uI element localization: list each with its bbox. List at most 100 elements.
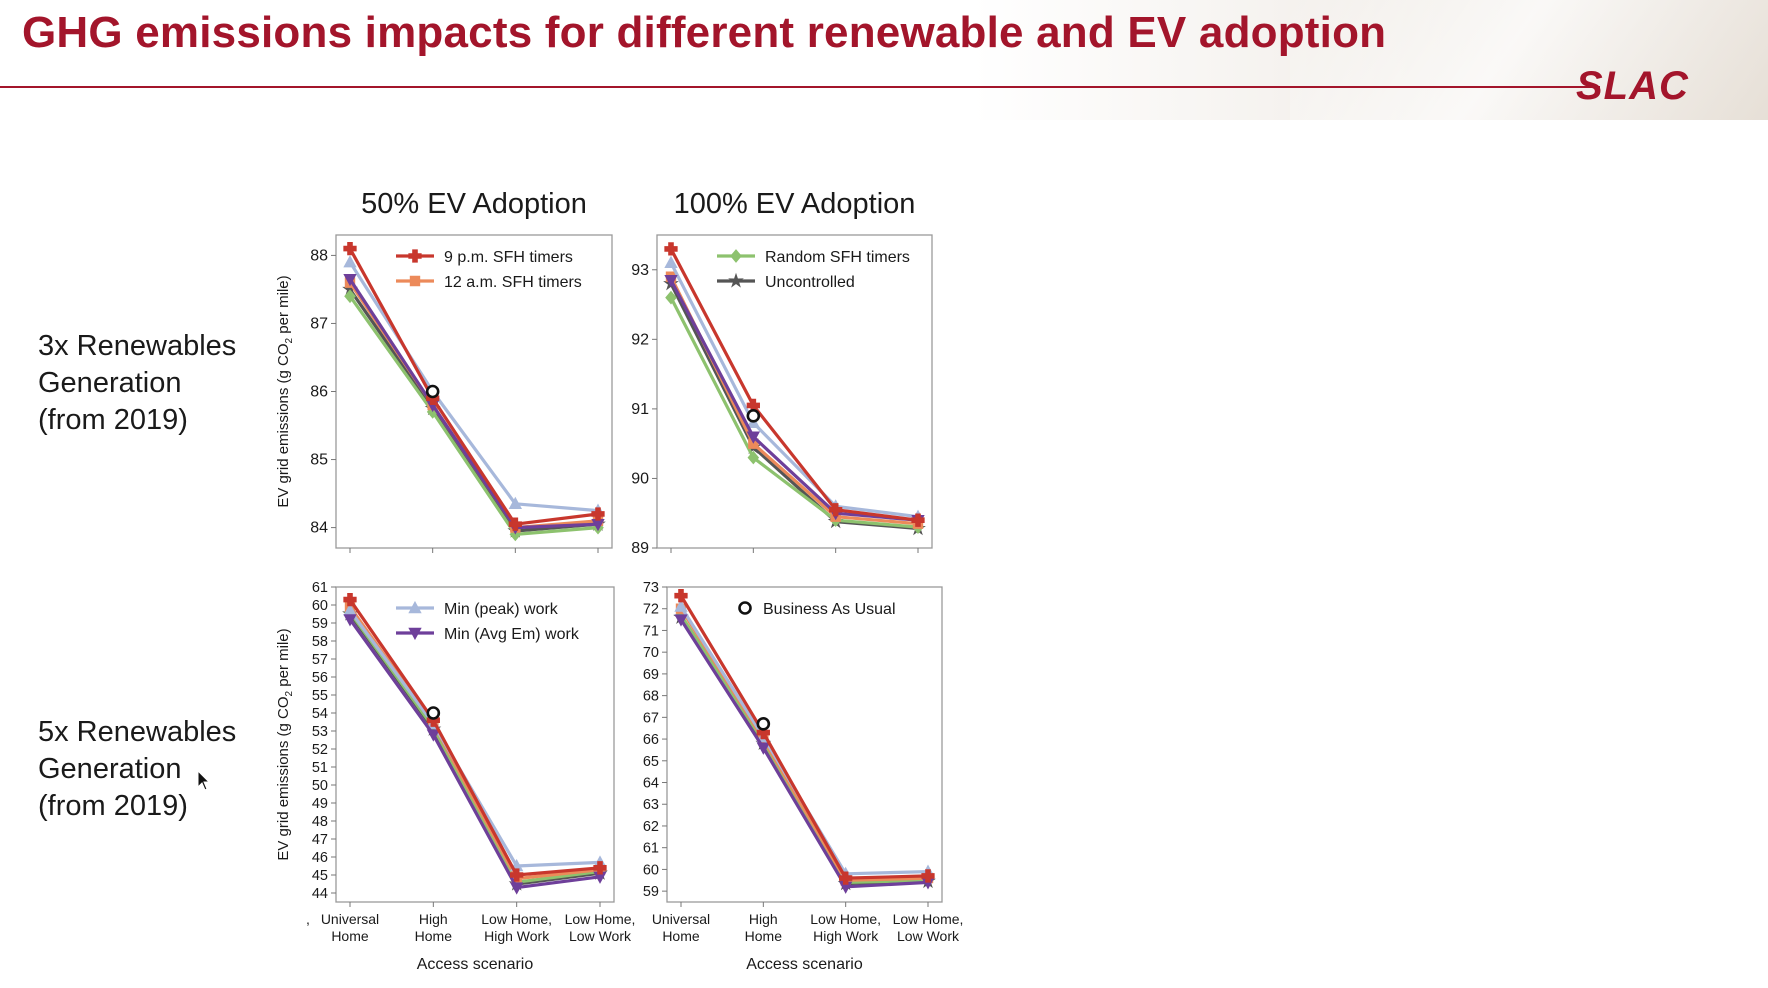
legend-label: 12 a.m. SFH timers bbox=[444, 274, 582, 291]
y-tick-label: 60 bbox=[312, 598, 328, 614]
y-tick-label: 50 bbox=[312, 778, 328, 794]
x-axis-label: Access scenario bbox=[417, 956, 534, 973]
data-point bbox=[591, 507, 605, 521]
chart-panel-2: 100% EV Adoption 89 90 91 92 93 Random SFH tim… bbox=[631, 188, 933, 557]
y-tick-label: 68 bbox=[643, 689, 659, 705]
y-tick-label: 72 bbox=[643, 602, 659, 618]
legend-marker bbox=[409, 275, 421, 287]
series-line-min-avg-em-work bbox=[348, 278, 599, 530]
chart-title: 100% EV Adoption bbox=[674, 188, 916, 220]
y-tick-label: 73 bbox=[643, 580, 659, 596]
y-tick-label: 62 bbox=[643, 819, 659, 835]
y-tick-label: 44 bbox=[312, 886, 328, 902]
data-point bbox=[664, 242, 678, 256]
y-tick-label: 55 bbox=[312, 688, 328, 704]
legend-marker bbox=[728, 272, 744, 288]
business-as-usual-point bbox=[756, 717, 771, 731]
plot-frame bbox=[335, 586, 615, 903]
y-tick-label: 88 bbox=[310, 247, 328, 264]
data-point bbox=[664, 275, 678, 288]
y-tick-label: 52 bbox=[312, 742, 328, 758]
y-tick-label: 56 bbox=[312, 670, 328, 686]
data-point bbox=[911, 513, 925, 527]
series-line-9-p-m-sfh-timers bbox=[348, 598, 601, 877]
x-tick-label: Low Home, bbox=[481, 911, 552, 927]
row-label-5x-renewables: 5x Renewables Generation (from 2019) bbox=[38, 716, 237, 822]
data-point bbox=[829, 503, 843, 517]
series-line-min-peak-work bbox=[348, 261, 599, 513]
data-point bbox=[746, 431, 761, 444]
series-line-min-avg-em-work bbox=[679, 618, 929, 889]
legend-label: Min (Avg Em) work bbox=[444, 626, 580, 643]
x-axis-label: Access scenario bbox=[746, 956, 863, 973]
data-point bbox=[674, 599, 688, 612]
y-tick-label: 59 bbox=[312, 616, 328, 632]
x-tick-label: Home bbox=[745, 928, 783, 944]
x-tick-label: Low Work bbox=[897, 928, 960, 944]
business-as-usual-point bbox=[425, 384, 440, 399]
y-tick-label: 63 bbox=[643, 797, 659, 813]
slac-logo: SLAC bbox=[1576, 64, 1689, 108]
y-tick-label: 57 bbox=[312, 652, 328, 668]
data-point bbox=[343, 241, 357, 256]
series-line-min-avg-em-work bbox=[669, 279, 919, 522]
plot-frame bbox=[335, 234, 613, 549]
chart-title: 50% EV Adoption bbox=[361, 188, 587, 220]
chart-panel-3: 44 45 46 47 48 49 50 51 52 53 54 55 56 57 58 59 60 61 EV g… bbox=[275, 580, 635, 973]
plot-frame bbox=[656, 234, 933, 549]
y-tick-label: 66 bbox=[643, 732, 659, 748]
y-tick-label: 53 bbox=[312, 724, 328, 740]
y-tick-label: 61 bbox=[643, 841, 659, 857]
y-tick-label: 54 bbox=[312, 706, 328, 722]
x-tick-label: High bbox=[419, 911, 448, 927]
x-tick-label: Universal bbox=[321, 911, 379, 927]
y-tick-label: 87 bbox=[310, 315, 328, 332]
data-point bbox=[509, 882, 524, 895]
y-tick-label: 93 bbox=[631, 262, 649, 279]
x-tick-label: Low Home, bbox=[810, 911, 881, 927]
mouse-cursor-icon bbox=[197, 770, 211, 791]
series-line-9-p-m-sfh-timers bbox=[348, 247, 599, 526]
data-point bbox=[510, 868, 524, 882]
legend-marker bbox=[408, 249, 422, 263]
x-tick-stray-comma: , bbox=[306, 911, 310, 927]
series-line-random-sfh-timers bbox=[669, 296, 919, 529]
x-tick-label: Home bbox=[331, 928, 369, 944]
legend-marker bbox=[408, 627, 422, 641]
x-tick-label: Low Work bbox=[569, 928, 632, 944]
y-tick-label: 61 bbox=[312, 580, 328, 596]
y-tick-label: 45 bbox=[312, 868, 328, 884]
data-point bbox=[344, 289, 356, 304]
y-tick-label: 60 bbox=[643, 862, 659, 878]
series-line-9-p-m-sfh-timers bbox=[669, 248, 919, 522]
legend-bau-marker bbox=[738, 601, 752, 615]
x-tick-label: High bbox=[749, 911, 778, 927]
y-tick-label: 92 bbox=[631, 331, 649, 348]
y-axis-label: EV grid emissions (g CO2 per mile) bbox=[275, 275, 295, 507]
x-tick-label: High Work bbox=[813, 928, 879, 944]
y-tick-label: 89 bbox=[631, 540, 649, 557]
data-point bbox=[839, 871, 853, 885]
header-decoration bbox=[1290, 0, 1768, 120]
x-tick-label: Universal bbox=[652, 911, 710, 927]
y-tick-label: 48 bbox=[312, 814, 328, 830]
x-tick-label: Home bbox=[415, 928, 453, 944]
y-tick-label: 84 bbox=[310, 520, 328, 537]
y-tick-label: 71 bbox=[643, 623, 659, 639]
data-point bbox=[921, 869, 935, 883]
data-point bbox=[343, 255, 357, 268]
y-axis-label: EV grid emissions (g CO2 per mile) bbox=[275, 628, 295, 860]
x-tick-label: Low Home, bbox=[565, 911, 636, 927]
y-tick-label: 46 bbox=[312, 850, 328, 866]
legend-label: Uncontrolled bbox=[765, 274, 855, 291]
data-point bbox=[756, 742, 771, 755]
x-tick-label: Low Home, bbox=[893, 911, 964, 927]
x-tick-label: High Work bbox=[484, 928, 550, 944]
y-tick-label: 51 bbox=[312, 760, 328, 776]
title-divider bbox=[0, 86, 1600, 88]
legend-marker bbox=[408, 600, 422, 614]
y-tick-label: 67 bbox=[643, 710, 659, 726]
y-tick-label: 65 bbox=[643, 754, 659, 770]
series-line-9-p-m-sfh-timers bbox=[679, 594, 929, 880]
